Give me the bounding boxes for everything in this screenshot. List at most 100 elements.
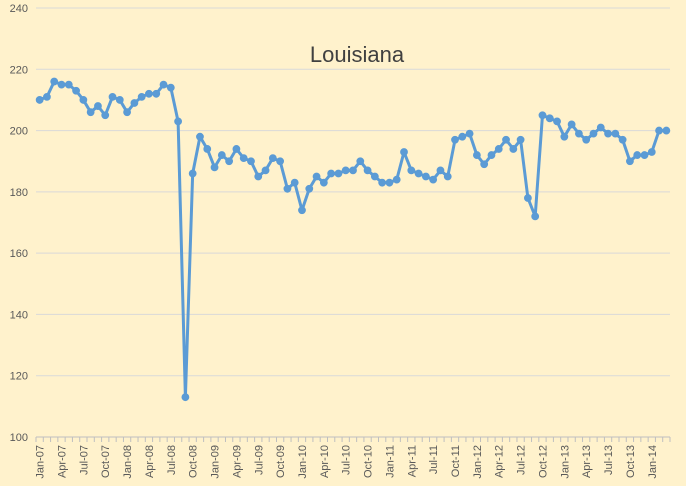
data-point (494, 145, 503, 153)
data-point (268, 154, 277, 163)
x-tick-label: Jan-07 (35, 445, 47, 479)
x-tick-label: Oct-07 (100, 445, 112, 478)
data-point (319, 178, 328, 187)
data-point (283, 184, 292, 193)
data-point (502, 135, 510, 144)
data-point (582, 135, 591, 144)
x-tick-label: Jan-13 (559, 445, 571, 479)
data-point (145, 89, 153, 98)
data-point (79, 96, 88, 104)
series-louisiana (35, 77, 671, 402)
gridlines (36, 7, 670, 377)
data-point (647, 148, 656, 156)
data-point (203, 145, 212, 153)
data-point (123, 108, 131, 117)
data-point (254, 172, 263, 181)
x-tick-label: Jan-14 (647, 445, 659, 479)
x-tick-label: Apr-12 (494, 445, 506, 478)
data-point (400, 148, 408, 156)
y-tick-label: 220 (10, 64, 28, 76)
data-point (662, 126, 671, 135)
data-point (414, 169, 423, 178)
x-tick-label: Oct-09 (275, 445, 287, 478)
y-tick-label: 200 (10, 126, 28, 138)
data-point (509, 145, 518, 153)
data-point (276, 157, 285, 166)
axes: 100 120 140 160 180 200 220 240 Jan-07 Apr-07 Jul-… (10, 3, 671, 479)
data-point (545, 114, 554, 123)
data-point (152, 89, 161, 98)
x-tick-label: Jul-11 (428, 445, 440, 474)
y-tick-label: 100 (10, 432, 28, 444)
data-point (43, 92, 51, 101)
data-point (487, 151, 496, 159)
data-point (633, 151, 642, 159)
data-point (443, 172, 452, 181)
data-point (196, 132, 204, 141)
x-tick-label: Apr-09 (231, 445, 243, 478)
data-point (188, 169, 197, 178)
data-point (538, 111, 547, 120)
data-point (166, 83, 175, 92)
data-point (458, 132, 467, 141)
data-point (312, 172, 321, 181)
x-tick-label: Apr-11 (406, 445, 418, 477)
data-point (50, 77, 59, 86)
series-line (39, 80, 667, 399)
data-point (57, 80, 66, 89)
data-point (239, 154, 248, 163)
x-tick-label: Jul-07 (78, 445, 90, 475)
data-point (618, 135, 627, 144)
x-tick-label: Oct-13 (625, 445, 637, 478)
data-point (516, 135, 525, 144)
data-point (626, 157, 634, 166)
x-tick-label: Apr-13 (581, 445, 593, 478)
data-point (298, 206, 306, 215)
data-point (72, 86, 80, 95)
data-point (115, 96, 124, 104)
data-point (225, 157, 234, 166)
data-point (35, 96, 44, 104)
data-point (334, 169, 343, 178)
data-point (363, 166, 372, 175)
x-tick-label: Oct-08 (188, 445, 200, 478)
data-point (327, 169, 336, 178)
data-point (385, 178, 394, 187)
data-point (181, 393, 190, 402)
y-tick-label: 160 (10, 248, 28, 260)
data-point (174, 117, 183, 126)
y-tick-label: 240 (10, 3, 28, 15)
x-tick-label: Apr-10 (319, 445, 331, 478)
data-point (451, 135, 459, 144)
data-point (349, 166, 357, 175)
data-point (589, 129, 598, 138)
data-point (130, 99, 139, 107)
data-point (560, 132, 569, 141)
data-point (94, 102, 102, 110)
data-point (137, 92, 146, 101)
data-point (217, 151, 226, 159)
data-point (159, 80, 168, 89)
data-point (575, 129, 583, 138)
data-point (210, 163, 219, 172)
data-point (378, 178, 387, 187)
x-tick-label: Jul-13 (603, 445, 615, 475)
data-point (655, 126, 663, 135)
x-tick-label: Oct-10 (363, 445, 375, 478)
data-point (86, 108, 95, 117)
data-point (370, 172, 379, 181)
x-tick-label: Jan-12 (472, 445, 484, 479)
data-point (247, 157, 255, 166)
data-point (108, 92, 117, 101)
x-tick-label: Oct-11 (450, 445, 462, 477)
data-point (356, 157, 365, 166)
data-point (480, 160, 489, 169)
x-tick-label: Oct-12 (537, 445, 549, 478)
data-point (341, 166, 350, 175)
x-tick-label: Jan-11 (384, 445, 396, 478)
y-tick-label: 120 (10, 371, 28, 383)
x-tick-label: Apr-07 (57, 445, 69, 478)
data-point (465, 129, 474, 138)
